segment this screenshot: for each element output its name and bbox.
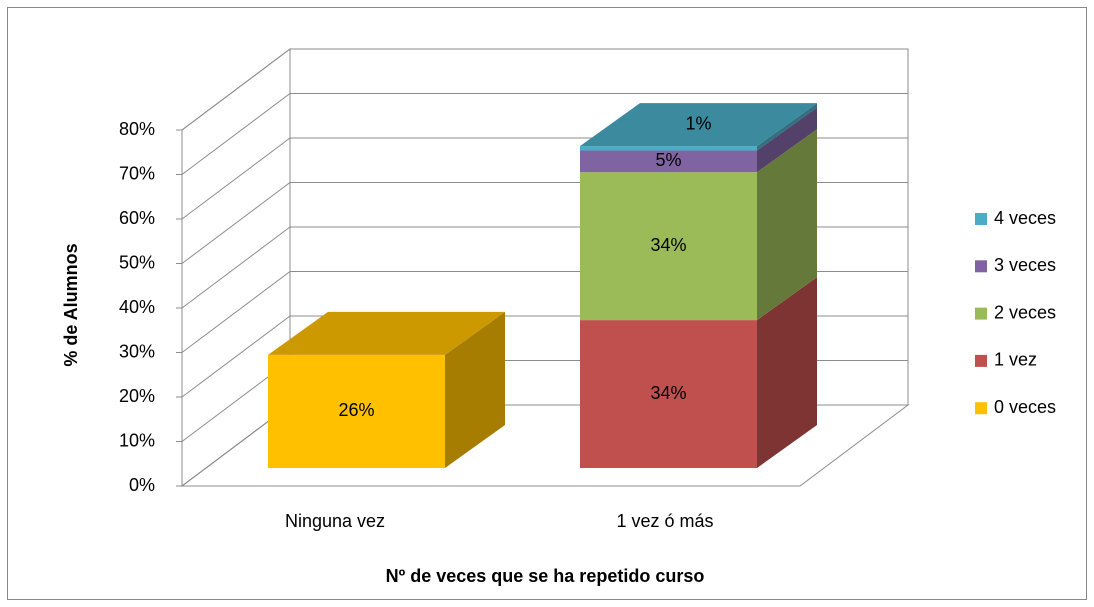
y-tick-label: 60% (119, 208, 155, 228)
legend-label: 2 veces (994, 302, 1056, 322)
bar-front (580, 320, 757, 468)
bar-side (445, 311, 505, 468)
x-axis-title: Nº de veces que se ha repetido curso (386, 566, 705, 586)
y-tick-label: 20% (119, 386, 155, 406)
y-tick-label: 0% (129, 475, 155, 495)
bar-top (580, 103, 817, 147)
legend-label: 3 veces (994, 255, 1056, 275)
y-axis-title: % de Alumnos (61, 243, 81, 366)
x-tick-label: Ninguna vez (285, 511, 385, 531)
legend-swatch (975, 402, 987, 415)
legend-label: 1 vez (994, 350, 1037, 370)
y-tick-label: 30% (119, 341, 155, 361)
chart-border (7, 7, 1087, 600)
data-label: 1% (685, 113, 711, 133)
legend-swatch (975, 354, 987, 367)
bar-front (580, 146, 757, 151)
y-tick-label: 50% (119, 252, 155, 272)
x-tick-label: 1 vez ó más (616, 511, 713, 531)
legend-swatch (975, 307, 987, 320)
bar-side (757, 129, 817, 321)
bar-side (757, 103, 817, 151)
y-tick-label: 40% (119, 297, 155, 317)
bar-front (268, 354, 445, 468)
data-label: 34% (650, 383, 686, 403)
grid-line (181, 48, 908, 131)
legend-swatch (975, 260, 987, 273)
legend-swatch (975, 213, 987, 225)
bar-side (757, 107, 817, 173)
data-label: 5% (655, 150, 681, 170)
y-tick-label: 80% (119, 119, 155, 139)
data-label: 34% (650, 235, 686, 255)
bar-front (580, 150, 757, 173)
legend-label: 0 veces (994, 397, 1056, 417)
bar-side (757, 277, 817, 468)
y-tick-label: 10% (119, 430, 155, 450)
y-tick-label: 70% (119, 163, 155, 183)
legend-label: 4 veces (994, 208, 1056, 228)
data-label: 26% (338, 400, 374, 420)
bar-front (580, 172, 757, 321)
bar-top (268, 311, 505, 355)
grid-line (181, 93, 908, 175)
